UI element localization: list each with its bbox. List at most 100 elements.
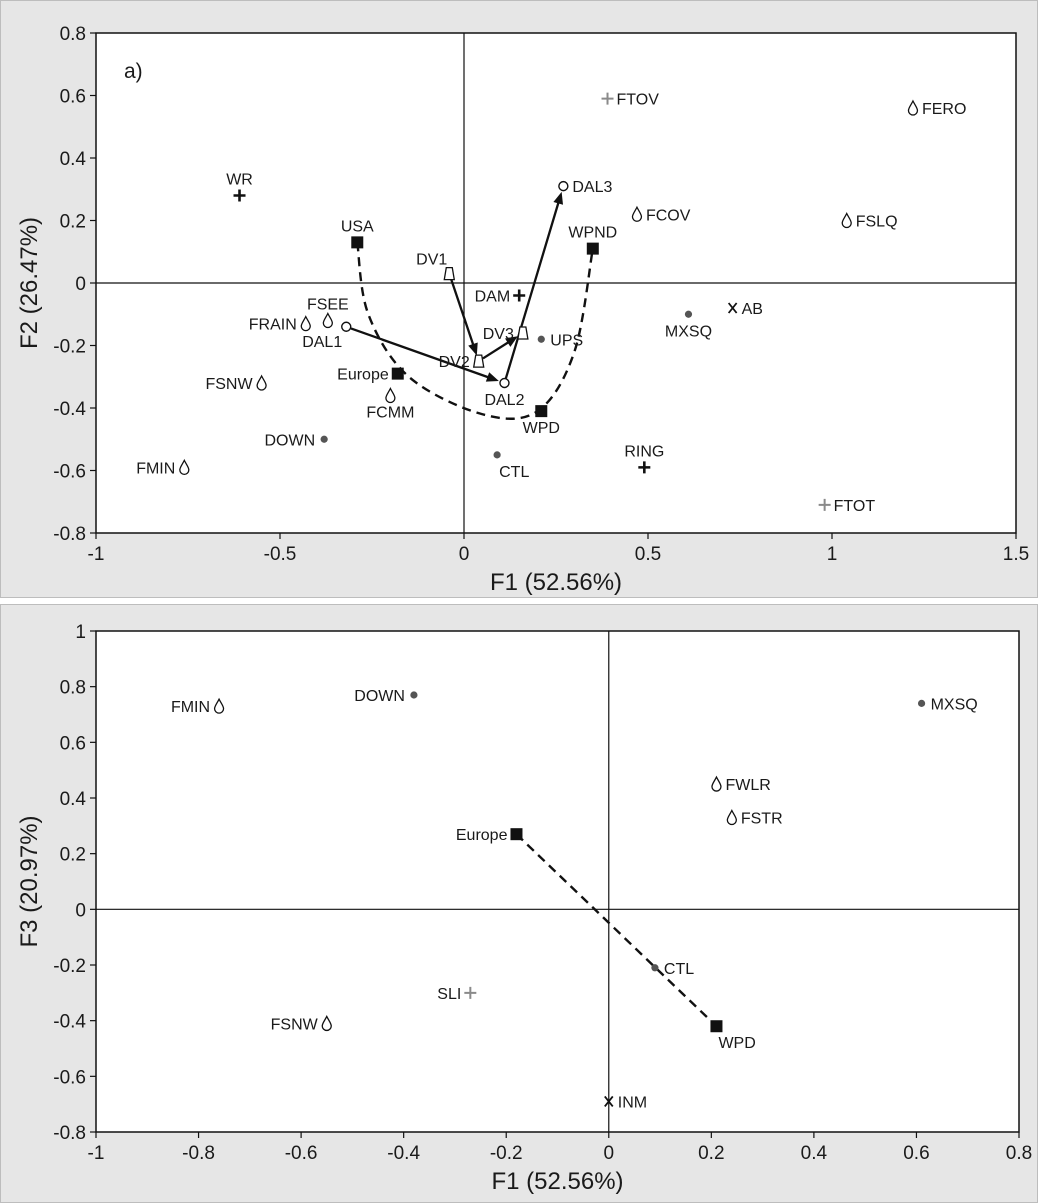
point-fslq: FSLQ — [841, 212, 898, 231]
biplot-f1-f3: -1 -0.8 -0.6 -0.4 -0.2 0 0.2 0.4 0.6 0.8-0.8-0.6-… — [16, 622, 1032, 1195]
x-tick-label: 1 — [827, 544, 838, 565]
x-axis-label: F1 (52.56%) — [490, 569, 622, 596]
y-tick-label: 0.8 — [60, 24, 86, 45]
point-label-fsee: FSEE — [307, 297, 349, 314]
panel-label: a) — [124, 60, 143, 83]
point-frain: FRAIN — [249, 315, 311, 334]
x-tick-label: 0.8 — [1006, 1143, 1032, 1164]
x-tick-label: -0.8 — [182, 1143, 215, 1164]
point-label-wpd: WPD — [523, 420, 560, 437]
ctl-marker — [493, 451, 501, 459]
arrow-dal2-to-dal3 — [504, 197, 562, 379]
ctl-marker — [651, 964, 659, 972]
point-dal2: DAL2 — [484, 377, 525, 409]
point-label-fcmm: FCMM — [366, 405, 414, 422]
europe-marker — [510, 828, 523, 841]
point-down: DOWN — [265, 432, 328, 449]
x-tick-label: 0.5 — [635, 544, 661, 565]
y-tick-label: -0.2 — [53, 337, 86, 358]
point-label-wpd: WPD — [718, 1035, 755, 1052]
point-label-fmin: FMIN — [136, 460, 175, 477]
ftot-marker — [818, 498, 831, 511]
frain-marker — [300, 315, 311, 332]
x-axis-label: F1 (52.56%) — [491, 1168, 623, 1195]
y-tick-label: 0 — [75, 274, 86, 295]
mxsq-marker — [917, 699, 926, 707]
point-dal3: DAL3 — [558, 179, 612, 196]
x-tick-label: -1 — [88, 544, 105, 565]
dv2-marker — [472, 354, 485, 368]
point-fsnw: FSNW — [271, 1014, 332, 1033]
point-inm: INM — [604, 1094, 647, 1111]
fstr-marker — [726, 809, 737, 826]
fsee-marker — [322, 312, 333, 329]
point-label-wpnd: WPND — [568, 225, 617, 242]
point-ctl: CTL — [493, 451, 529, 481]
y-tick-label: 1 — [75, 622, 86, 643]
point-label-dv2: DV2 — [439, 354, 470, 371]
sli-marker — [464, 986, 477, 999]
point-label-ftot: FTOT — [834, 498, 876, 515]
point-fsnw: FSNW — [205, 374, 267, 393]
point-ups: UPS — [537, 332, 583, 349]
x-tick-label: 0 — [603, 1143, 614, 1164]
usa-marker — [351, 236, 364, 249]
dal3-marker — [558, 180, 569, 192]
down-marker — [410, 691, 418, 699]
y-tick-label: 0.4 — [60, 789, 87, 810]
point-usa: USA — [341, 218, 374, 249]
dashed-connector-line — [515, 833, 718, 1028]
y-tick-label: 0 — [75, 900, 86, 921]
x-tick-label: -0.4 — [387, 1143, 420, 1164]
point-ctl: CTL — [651, 961, 694, 978]
point-label-usa: USA — [341, 218, 374, 235]
point-label-dv3: DV3 — [483, 326, 514, 343]
point-label-ring: RING — [624, 443, 664, 460]
point-ftov: FTOV — [601, 92, 659, 109]
ring-marker — [638, 461, 651, 474]
x-tick-label: -0.2 — [490, 1143, 523, 1164]
point-label-down: DOWN — [354, 688, 405, 705]
point-label-fero: FERO — [922, 101, 966, 118]
x-tick-label: 0.4 — [801, 1143, 828, 1164]
y-tick-label: 0.6 — [60, 733, 86, 754]
y-tick-label: -0.4 — [53, 1012, 86, 1033]
point-label-fmin: FMIN — [171, 699, 210, 716]
y-tick-label: -0.8 — [53, 1123, 86, 1144]
wr-marker — [233, 189, 246, 202]
arrow-dal1-to-dal2 — [350, 327, 494, 381]
point-dam: DAM — [475, 289, 526, 306]
fmin-marker — [213, 697, 225, 714]
mxsq-marker — [684, 310, 693, 318]
down-marker — [320, 435, 328, 443]
point-label-dal1: DAL1 — [302, 334, 342, 351]
fmin-marker — [179, 458, 190, 476]
y-axis-label: F2 (26.47%) — [16, 217, 43, 349]
chart-panel-f1-f3: -1 -0.8 -0.6 -0.4 -0.2 0 0.2 0.4 0.6 0.8 -0.8 -0.6-… — [0, 604, 1038, 1203]
dv1-marker — [443, 266, 456, 281]
point-fcmm: FCMM — [366, 387, 414, 422]
point-label-europe: Europe — [456, 827, 508, 844]
x-tick-label: 0.2 — [698, 1143, 724, 1164]
point-label-ab: AB — [742, 301, 763, 318]
fsnw-marker — [321, 1014, 332, 1032]
point-dal1: DAL1 — [302, 321, 352, 351]
arrowhead-dv3 — [505, 336, 518, 347]
point-label-fsnw: FSNW — [271, 1016, 319, 1033]
dv3-marker — [517, 326, 529, 340]
ups-marker — [537, 335, 545, 343]
point-label-dam: DAM — [475, 289, 511, 306]
wpd-marker — [535, 405, 548, 418]
point-label-fsnw: FSNW — [205, 376, 253, 393]
dam-marker — [513, 289, 526, 302]
x-tick-label: 1.5 — [1003, 544, 1029, 565]
y-tick-label: -0.4 — [53, 399, 86, 420]
point-label-dal3: DAL3 — [572, 179, 612, 196]
ab-marker — [727, 302, 738, 314]
y-tick-label: 0.8 — [60, 678, 86, 699]
x-tick-label: -0.6 — [285, 1143, 318, 1164]
point-europe: Europe — [337, 367, 404, 384]
point-label-fwlr: FWLR — [725, 777, 770, 794]
point-fsee: FSEE — [307, 297, 349, 329]
fslq-marker — [841, 212, 852, 229]
